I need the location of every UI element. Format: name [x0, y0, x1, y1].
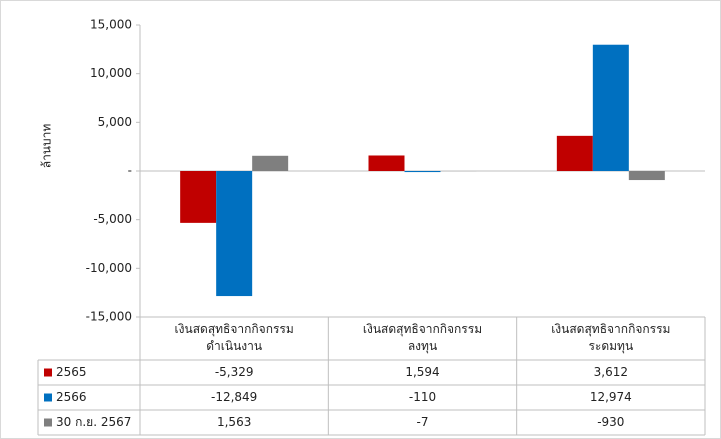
table-value: -12,849 — [211, 390, 257, 404]
legend-swatch — [44, 418, 52, 427]
bar — [404, 171, 441, 173]
category-label: เงินสดสุทธิจากกิจกรรม ลงทุน — [362, 322, 483, 353]
table-value: -930 — [597, 415, 624, 429]
legend-label: 2566 — [56, 390, 87, 404]
legend-swatch — [44, 368, 52, 377]
bar — [180, 171, 217, 223]
y-tick-label: - — [128, 164, 132, 178]
legend-swatch — [44, 393, 52, 402]
table-value: -5,329 — [215, 365, 254, 379]
table-value: 12,974 — [590, 390, 632, 404]
table-value: 1,594 — [405, 365, 439, 379]
bar — [628, 171, 665, 181]
legend-label: 30 ก.ย. 2567 — [56, 415, 131, 429]
category-label: เงินสดสุทธิจากกิจกรรม ระดมทุน — [551, 322, 671, 353]
category-label: เงินสดสุทธิจากกิจกรรม ดำเนินงาน — [174, 322, 294, 353]
table-value: 3,612 — [594, 365, 628, 379]
bar — [556, 135, 593, 171]
bar — [216, 171, 253, 297]
y-tick-label: -15,000 — [86, 310, 132, 324]
y-tick-label: 5,000 — [98, 115, 132, 129]
y-tick-label: 10,000 — [90, 66, 132, 80]
y-tick-label: -10,000 — [86, 261, 132, 275]
table-value: -7 — [417, 415, 429, 429]
y-tick-label: 15,000 — [90, 18, 132, 32]
legend-label: 2565 — [56, 365, 87, 379]
bar — [592, 44, 629, 171]
table-value: 1,563 — [217, 415, 251, 429]
y-axis-label: ล้านบาท — [40, 124, 54, 169]
bar — [368, 155, 405, 171]
bar — [252, 155, 289, 171]
y-tick-label: -5,000 — [93, 212, 132, 226]
table-value: -110 — [409, 390, 436, 404]
